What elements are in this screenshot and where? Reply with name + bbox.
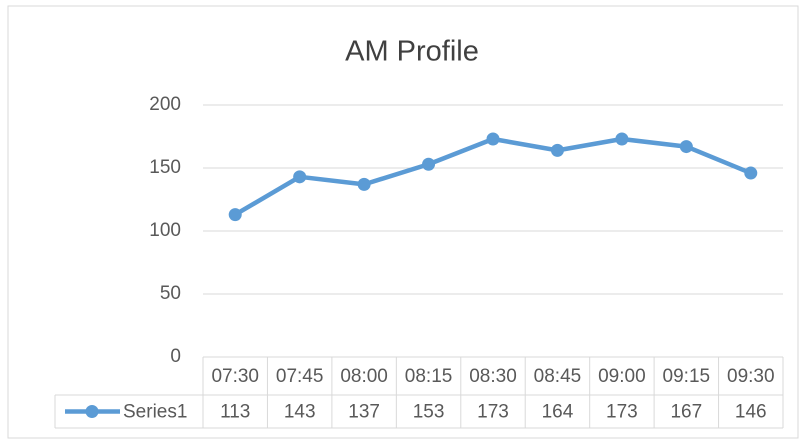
legend-label: Series1 xyxy=(123,402,187,423)
table-value: 164 xyxy=(542,402,574,423)
table-value: 173 xyxy=(477,402,509,423)
table-value: 143 xyxy=(284,402,316,423)
y-tick-label: 100 xyxy=(149,220,181,241)
x-tick-label: 08:30 xyxy=(469,366,517,387)
x-tick-label: 08:15 xyxy=(405,366,453,387)
table-value: 173 xyxy=(606,402,638,423)
x-tick-label: 08:00 xyxy=(340,366,388,387)
table-value: 137 xyxy=(348,402,380,423)
point xyxy=(228,208,242,222)
chart-title: AM Profile xyxy=(345,36,479,68)
point xyxy=(744,166,758,180)
table-value: 153 xyxy=(413,402,445,423)
x-tick-label: 08:45 xyxy=(534,366,582,387)
table-value: 167 xyxy=(670,402,702,423)
legend-key-marker xyxy=(85,405,99,418)
point xyxy=(293,170,307,184)
x-tick-label: 07:45 xyxy=(276,366,324,387)
chart-frame xyxy=(7,5,799,439)
x-tick-label: 09:00 xyxy=(598,366,646,387)
point xyxy=(357,177,371,191)
point xyxy=(486,132,500,146)
point xyxy=(679,140,693,154)
table-value: 146 xyxy=(735,402,767,423)
y-tick-label: 50 xyxy=(160,283,181,304)
y-tick-label: 200 xyxy=(149,94,181,115)
x-tick-label: 07:30 xyxy=(211,366,259,387)
point xyxy=(550,143,564,157)
x-tick-label: 09:30 xyxy=(727,366,775,387)
table-value: 113 xyxy=(220,402,250,423)
point xyxy=(422,157,436,171)
y-tick-label: 0 xyxy=(170,346,181,367)
x-tick-label: 09:15 xyxy=(663,366,711,387)
y-tick-label: 150 xyxy=(149,157,181,178)
point xyxy=(615,132,629,146)
